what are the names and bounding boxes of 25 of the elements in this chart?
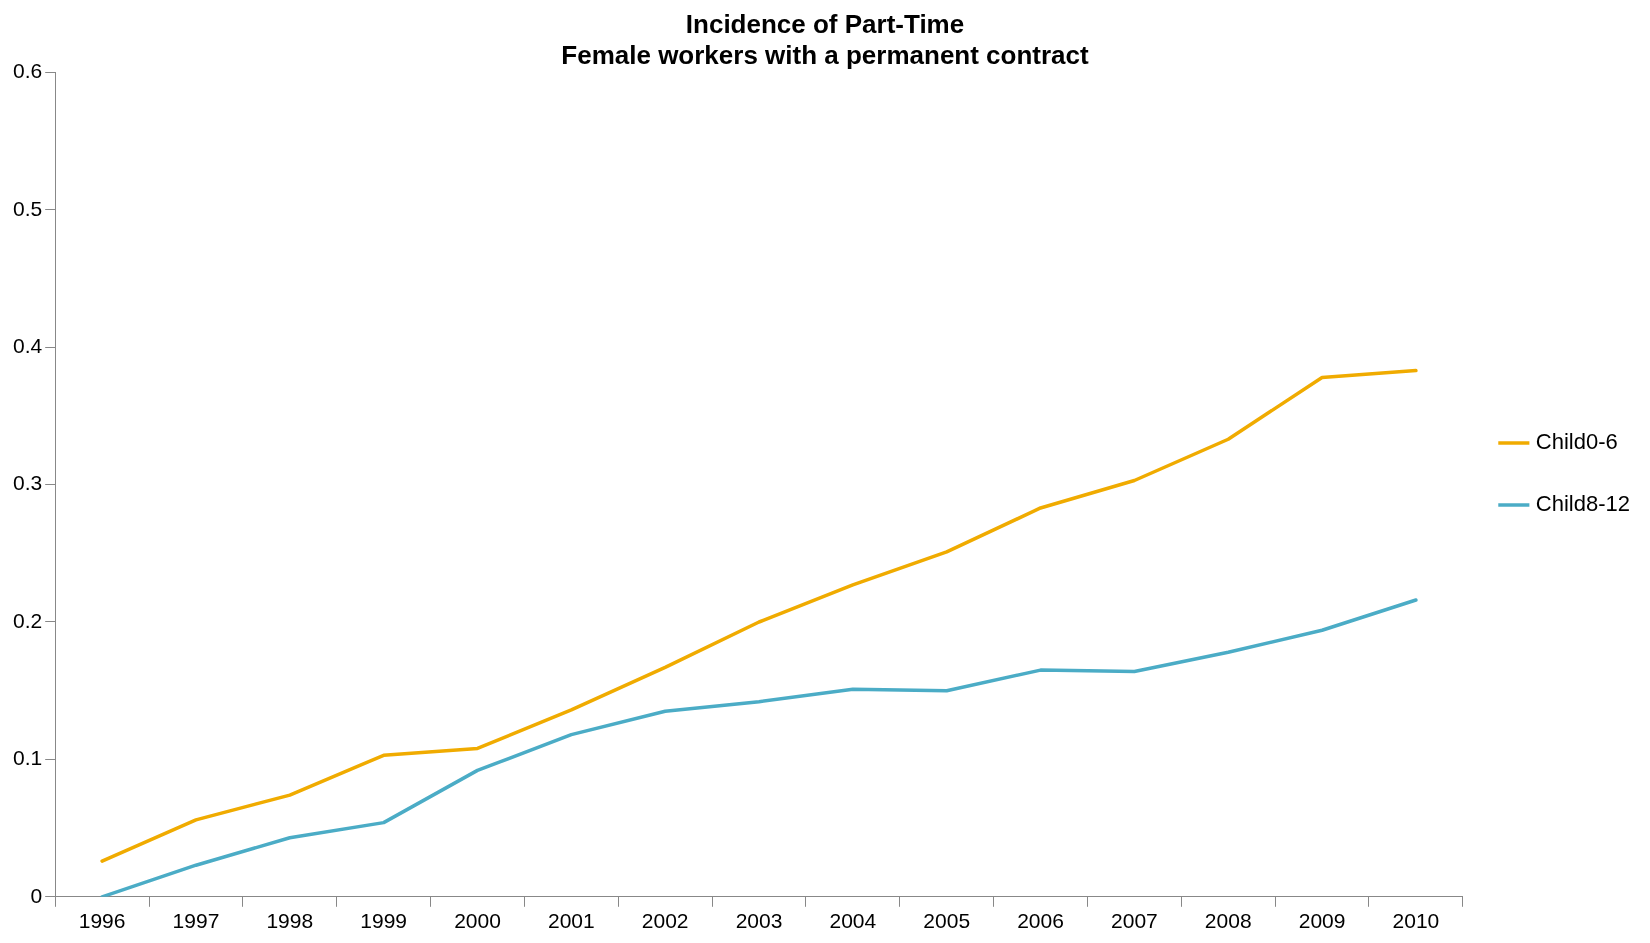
x-tick-label: 2005 [923, 909, 971, 933]
legend-label: Child8-12 [1535, 491, 1631, 517]
x-tick-label: 1996 [78, 909, 126, 933]
legend-label: Child0-6 [1535, 429, 1618, 455]
x-tick-label: 1999 [360, 909, 407, 933]
x-tick-label: 1997 [172, 909, 220, 933]
y-tick-label: 0 [30, 883, 43, 907]
chart-title: Incidence of Part-Time Female workers with a permanent contract [561, 8, 1090, 70]
x-tick-label: 2009 [1298, 909, 1346, 933]
x-tick-label: 2008 [1204, 909, 1252, 933]
y-tick-label: 0.1 [12, 746, 43, 770]
x-tick-label: 2003 [735, 909, 783, 933]
x-tick-label: 2010 [1392, 909, 1440, 933]
y-tick-label: 0.2 [12, 608, 43, 632]
y-tick-label: 0.4 [12, 334, 43, 357]
x-tick-label: 2000 [454, 909, 501, 933]
y-tick-label: 0.3 [12, 471, 43, 495]
x-tick-label: 2004 [829, 909, 877, 933]
y-tick-label: 0.5 [12, 196, 43, 220]
x-tick-label: 2006 [1017, 909, 1064, 933]
x-tick-label: 2007 [1111, 909, 1158, 933]
x-tick-label: 1998 [266, 909, 314, 933]
x-tick-label: 2002 [641, 909, 689, 933]
x-tick-label: 2001 [547, 909, 595, 933]
y-tick-label: 0.6 [12, 59, 43, 83]
